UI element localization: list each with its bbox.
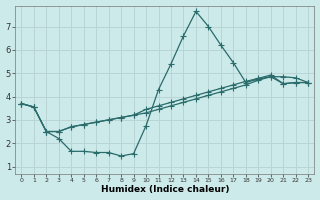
X-axis label: Humidex (Indice chaleur): Humidex (Indice chaleur) (100, 185, 229, 194)
